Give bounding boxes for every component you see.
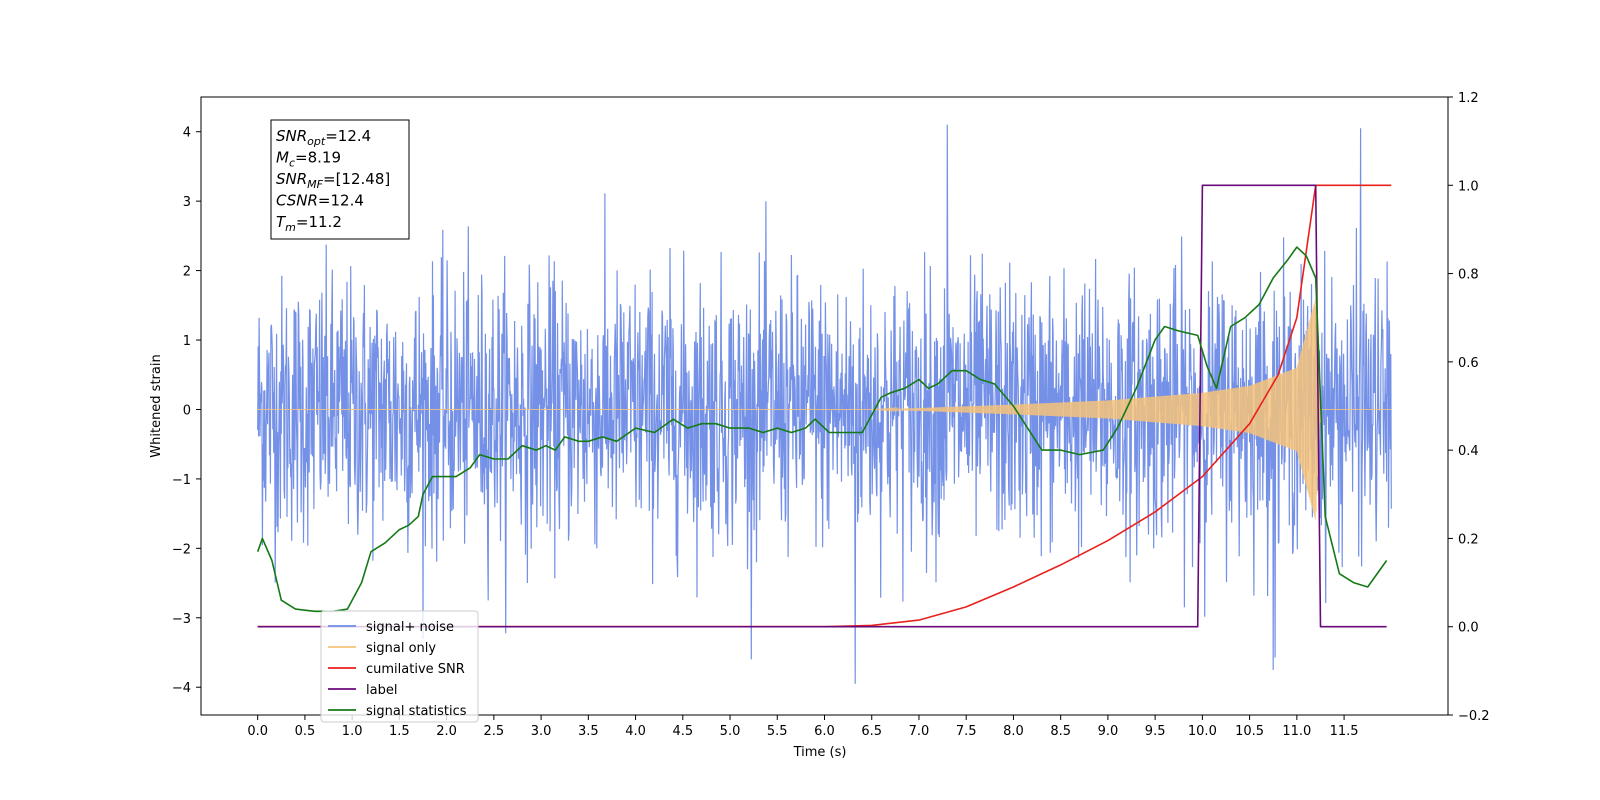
x-tick-label: 4.5 — [672, 724, 693, 739]
series-signal-statistics — [256, 246, 1388, 613]
y-tick-label-left: −1 — [172, 473, 191, 488]
x-tick-label: 6.0 — [814, 724, 835, 739]
y-tick-label-right: 0.2 — [1458, 532, 1479, 547]
y-tick-label-left: −4 — [172, 681, 191, 696]
y-tick-label-right: 0.0 — [1458, 621, 1479, 636]
x-tick-label: 0.0 — [247, 724, 268, 739]
y-axis-left: 4 3 2 1 0 −1 −2 −3 −4 — [172, 126, 201, 696]
series-label — [257, 184, 1387, 628]
legend-item: label — [328, 683, 397, 698]
x-tick-label: 5.5 — [767, 724, 788, 739]
x-tick-label: 1.0 — [342, 724, 363, 739]
x-axis: 0.0 0.5 1.0 1.5 2.0 2.5 3.0 3.5 4.0 4.5 5.0 5.5 6.0 6… — [247, 715, 1359, 739]
x-tick-label: 1.5 — [389, 724, 410, 739]
legend-label: signal only — [366, 641, 436, 656]
y-tick-label-right: 0.6 — [1458, 356, 1479, 371]
stats-line: Mc=8.19 — [276, 149, 341, 170]
y-tick-label-left: 1 — [183, 334, 191, 349]
x-tick-label: 6.5 — [861, 724, 882, 739]
legend-label: signal statistics — [366, 704, 467, 719]
x-tick-label: 0.5 — [295, 724, 316, 739]
x-tick-label: 9.5 — [1145, 724, 1166, 739]
y-tick-label-right: 1.2 — [1458, 91, 1479, 106]
stats-line: CSNR=12.4 — [276, 192, 364, 210]
stats-line: SNRopt=12.4 — [276, 127, 371, 148]
x-tick-label: 2.0 — [436, 724, 457, 739]
y-tick-label-right: 1.0 — [1458, 179, 1479, 194]
stats-line: SNRMF=[12.48] — [276, 170, 390, 191]
y-axis-label: Whitened strain — [149, 354, 164, 457]
y-tick-label-left: −3 — [172, 612, 191, 627]
legend-item: signal only — [328, 641, 436, 656]
x-tick-label: 7.0 — [909, 724, 930, 739]
legend: signal+ noise signal only cumilative SNR la… — [320, 610, 479, 723]
y-tick-label-left: 3 — [183, 195, 191, 210]
x-axis-label: Time (s) — [793, 745, 847, 760]
y-tick-label-right: 0.4 — [1458, 444, 1479, 459]
y-tick-label-left: 2 — [183, 265, 191, 280]
x-tick-label: 8.0 — [1003, 724, 1024, 739]
legend-label: label — [366, 683, 397, 698]
y-axis-right: 1.2 1.0 0.8 0.6 0.4 0.2 0.0 −0.2 — [1448, 91, 1490, 724]
x-tick-label: 10.5 — [1235, 724, 1264, 739]
x-tick-label: 11.5 — [1330, 724, 1359, 739]
x-tick-label: 11.0 — [1282, 724, 1311, 739]
legend-label: cumilative SNR — [366, 662, 465, 677]
series-layer — [256, 124, 1392, 684]
x-tick-label: 7.5 — [956, 724, 977, 739]
y-tick-label-left: 0 — [183, 403, 191, 418]
legend-item: signal+ noise — [328, 620, 454, 635]
stats-line: Tm=11.2 — [276, 213, 342, 234]
legend-item: cumilative SNR — [328, 662, 465, 677]
y-tick-label-right: −0.2 — [1458, 709, 1490, 724]
x-tick-label: 3.0 — [531, 724, 552, 739]
x-tick-label: 2.5 — [484, 724, 505, 739]
series-cumulative-snr — [257, 184, 1392, 628]
x-tick-label: 5.0 — [720, 724, 741, 739]
legend-label: signal+ noise — [366, 620, 454, 635]
y-tick-label-left: −2 — [172, 542, 191, 557]
x-tick-label: 4.0 — [625, 724, 646, 739]
y-tick-label-right: 0.8 — [1458, 268, 1479, 283]
x-tick-label: 3.5 — [578, 724, 599, 739]
stats-box: SNRopt=12.4Mc=8.19SNRMF=[12.48]CSNR=12.4… — [270, 119, 410, 240]
x-tick-label: 10.0 — [1188, 724, 1217, 739]
y-tick-label-left: 4 — [183, 126, 191, 141]
legend-item: signal statistics — [328, 704, 467, 719]
x-tick-label: 8.5 — [1050, 724, 1071, 739]
x-tick-label: 9.0 — [1098, 724, 1119, 739]
series-signal-only — [257, 298, 1392, 520]
